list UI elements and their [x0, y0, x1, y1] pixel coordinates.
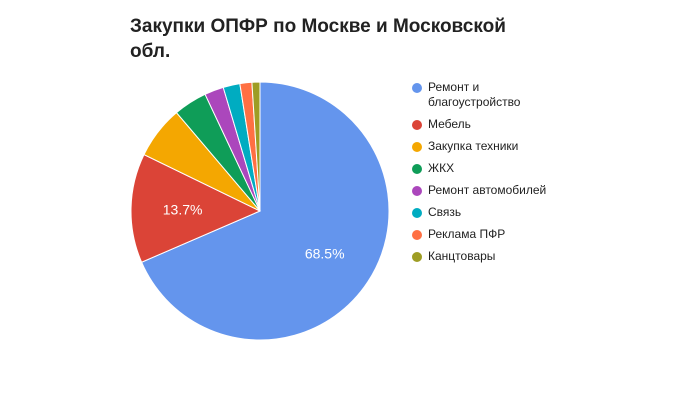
legend-swatch-5 — [412, 208, 422, 218]
legend-swatch-6 — [412, 230, 422, 240]
legend-item-0: Ремонт и благоустройство — [412, 80, 562, 110]
legend-item-7: Канцтовары — [412, 249, 562, 264]
legend-label-6: Реклама ПФР — [428, 227, 506, 241]
legend-swatch-3 — [412, 164, 422, 174]
legend-label-7: Канцтовары — [428, 249, 496, 263]
pie-slice-label-1: 13.7% — [163, 201, 203, 217]
legend-item-4: Ремонт автомобилей — [412, 183, 562, 198]
pie-slice-7 — [251, 81, 261, 212]
legend-item-5: Связь — [412, 205, 562, 220]
legend-label-3: ЖКХ — [428, 161, 455, 175]
legend-swatch-0 — [412, 83, 422, 93]
legend-swatch-4 — [412, 186, 422, 196]
pie-slice-labels: 68.5% 13.7% — [163, 201, 345, 261]
legend-swatch-7 — [412, 252, 422, 262]
pie-slice-0 — [140, 81, 390, 341]
legend-label-4: Ремонт автомобилей — [428, 183, 547, 197]
legend-item-2: Закупка техники — [412, 139, 562, 154]
legend: Ремонт и благоустройство Мебель Закупка те… — [412, 80, 562, 271]
chart-title: Закупки ОПФР по Москве и Московской обл. — [130, 16, 506, 62]
pie-slices — [130, 81, 390, 341]
legend-item-6: Реклама ПФР — [412, 227, 562, 242]
pie-slice-label-0: 68.5% — [305, 245, 345, 261]
legend-swatch-1 — [412, 120, 422, 130]
pie-slice-1 — [130, 153, 262, 263]
legend-label-5: Связь — [428, 205, 462, 219]
legend-swatch-2 — [412, 142, 422, 152]
legend-item-3: ЖКХ — [412, 161, 562, 176]
legend-label-2: Закупка техники — [428, 139, 519, 153]
legend-item-1: Мебель — [412, 117, 562, 132]
legend-label-0: Ремонт и благоустройство — [428, 80, 521, 109]
legend-label-1: Мебель — [428, 117, 471, 131]
